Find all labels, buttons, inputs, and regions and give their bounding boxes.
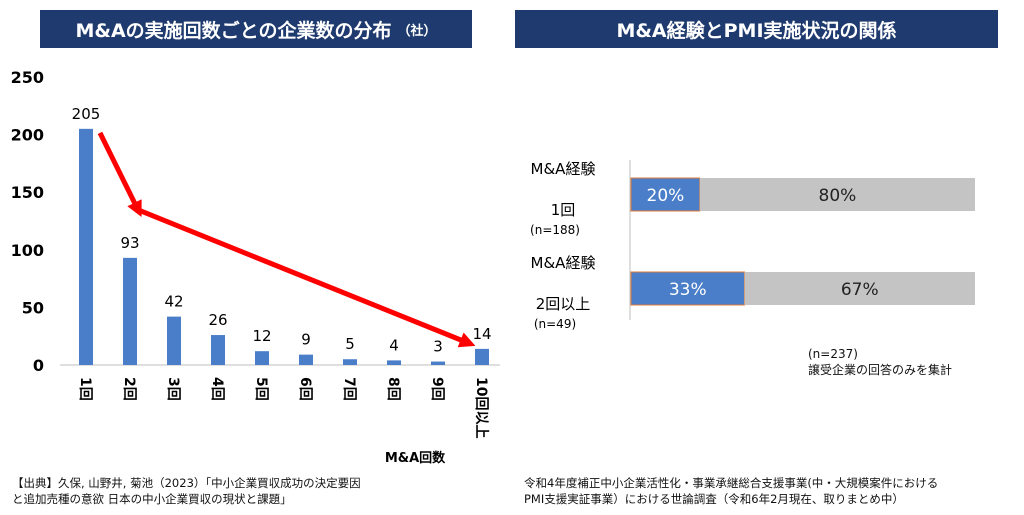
x-tick-label: 5回 xyxy=(253,377,269,401)
data-label: 9 xyxy=(301,331,311,349)
data-label: 3 xyxy=(433,338,443,356)
stacked-segment xyxy=(630,177,701,212)
bar-6回 xyxy=(299,354,313,365)
data-label: 205 xyxy=(72,105,101,123)
row-label-line2: 2回以上 xyxy=(536,295,591,313)
x-tick-label: 2回 xyxy=(121,377,137,401)
right-chart-title: M&A経験とPMI実施状況の関係 xyxy=(515,10,998,48)
y-tick-label: 50 xyxy=(22,298,44,317)
row-label-line1: M&A経験 xyxy=(531,254,596,272)
source-right-line1: 令和4年度補正中小企業活性化・事業承継総合支援事業(中・大規模案件における xyxy=(524,476,939,490)
data-label: 14 xyxy=(472,325,491,343)
bar-4回 xyxy=(211,335,225,365)
y-tick-label: 200 xyxy=(11,126,44,145)
note-description: 譲受企業の回答のみを集計 xyxy=(808,363,953,377)
source-left-line1: 【出典】久保, 山野井, 菊池（2023）「中小企業買収成功の決定要因 xyxy=(12,476,361,490)
row-sample-size: (n=49) xyxy=(534,317,576,331)
data-label: 26 xyxy=(208,311,227,329)
x-tick-label: 1回 xyxy=(77,377,93,401)
left-title-text: M&Aの実施回数ごとの企業数の分布 xyxy=(75,19,392,42)
note-total-n: (n=237) xyxy=(808,347,858,361)
source-left: 【出典】久保, 山野井, 菊池（2023）「中小企業買収成功の決定要因 と追加売… xyxy=(12,475,361,507)
bar-3回 xyxy=(167,316,181,365)
segment-label: 20% xyxy=(647,186,685,206)
segment-label: 33% xyxy=(669,280,707,300)
bar-chart-distribution: 0 50 100 150 200 250 205 1回 93 2回 42 3回 26 4回 12 5回 9 6回… xyxy=(11,68,500,466)
bar-7回 xyxy=(343,359,357,365)
source-left-line2: と追加売種の意欲 日本の中小企業買収の現状と課題」 xyxy=(12,492,292,506)
data-label: 12 xyxy=(252,327,271,345)
row-label-line1: M&A経験 xyxy=(531,160,596,178)
y-tick-label: 150 xyxy=(11,183,44,202)
stacked-bar-chart-pmi: M&A経験 1回 (n=188) 20% 80% M&A経験 2回以上 (n=49) 33% 67… xyxy=(530,160,975,331)
y-tick-label: 250 xyxy=(11,68,44,87)
bar-1回 xyxy=(79,128,93,365)
x-axis-label: M&A回数 xyxy=(385,450,446,466)
data-label: 4 xyxy=(389,336,399,354)
source-right: 令和4年度補正中小企業活性化・事業承継総合支援事業(中・大規模案件における PM… xyxy=(524,475,938,507)
x-tick-label: 9回 xyxy=(429,377,445,401)
stacked-segment xyxy=(630,271,746,306)
stacked-segment xyxy=(744,272,975,305)
segment-label: 80% xyxy=(819,186,857,206)
left-title-unit: （社） xyxy=(397,23,437,39)
bar-5回 xyxy=(255,351,269,365)
x-tick-label: 10回以上 xyxy=(473,377,489,438)
bar-9回 xyxy=(431,361,445,365)
row-label-line2: 1回 xyxy=(551,201,576,219)
right-chart-note: (n=237) 譲受企業の回答のみを集計 xyxy=(808,346,952,378)
right-title-text: M&A経験とPMI実施状況の関係 xyxy=(616,19,897,42)
y-tick-label: 100 xyxy=(11,241,44,260)
source-right-line2: PMI支援実証事業）における世論調査（令和6年2月現在、取りまとめ中） xyxy=(524,492,904,506)
stacked-segment xyxy=(699,178,975,211)
x-tick-label: 7回 xyxy=(341,377,357,401)
x-tick-label: 6回 xyxy=(297,377,313,401)
bar-8回 xyxy=(387,360,401,365)
y-tick-label: 0 xyxy=(33,356,44,375)
data-label: 93 xyxy=(120,234,139,252)
data-label: 42 xyxy=(164,293,183,311)
trend-arrow-2 xyxy=(137,207,476,348)
trend-arrow-1 xyxy=(97,131,142,218)
data-label: 5 xyxy=(345,335,355,353)
x-tick-label: 8回 xyxy=(385,377,401,401)
left-chart-title: M&Aの実施回数ごとの企業数の分布 （社） xyxy=(40,10,472,48)
x-tick-label: 4回 xyxy=(209,377,225,401)
x-tick-label: 3回 xyxy=(165,377,181,401)
segment-label: 67% xyxy=(841,280,879,300)
row-sample-size: (n=188) xyxy=(530,223,580,237)
bar-10回以上 xyxy=(475,348,489,365)
bar-2回 xyxy=(123,257,137,365)
